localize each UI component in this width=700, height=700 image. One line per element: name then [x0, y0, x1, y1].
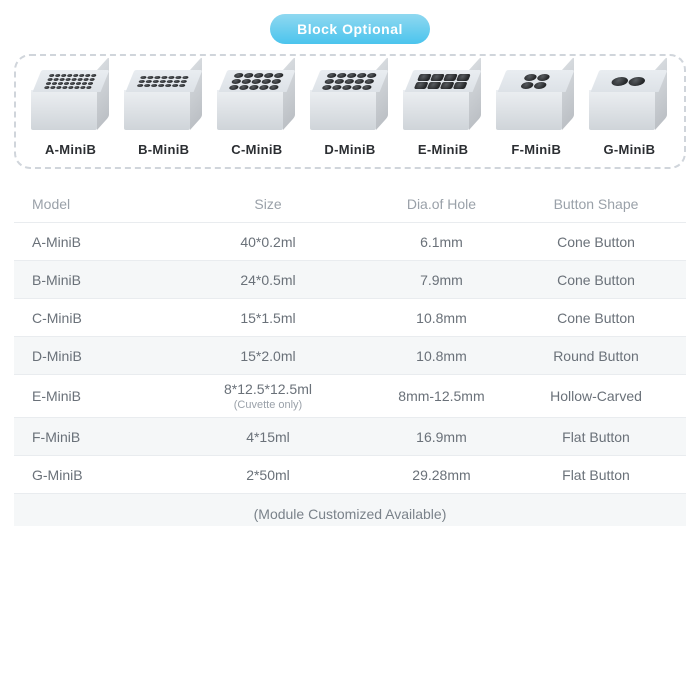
gallery-label: F-MiniB — [511, 142, 561, 157]
cell-model: D-MiniB — [22, 348, 167, 364]
table-row: E-MiniB8*12.5*12.5ml(Cuvette only)8mm-12… — [14, 375, 686, 418]
cell-size: 15*1.5ml — [167, 310, 369, 326]
table-header-row: Model Size Dia.of Hole Button Shape — [14, 185, 686, 223]
col-dia: Dia.of Hole — [369, 196, 514, 212]
table-row: D-MiniB15*2.0ml10.8mmRound Button — [14, 337, 686, 375]
table-row: A-MiniB40*0.2ml6.1mmCone Button — [14, 223, 686, 261]
cell-shape: Flat Button — [514, 467, 678, 483]
cell-model: B-MiniB — [22, 272, 167, 288]
block-illustration — [31, 70, 111, 134]
block-illustration — [403, 70, 483, 134]
gallery-label: C-MiniB — [231, 142, 282, 157]
table-row: B-MiniB24*0.5ml7.9mmCone Button — [14, 261, 686, 299]
cell-shape: Cone Button — [514, 272, 678, 288]
gallery-label: D-MiniB — [324, 142, 375, 157]
cell-dia: 6.1mm — [369, 234, 514, 250]
cell-dia: 29.28mm — [369, 467, 514, 483]
cell-size: 2*50ml — [167, 467, 369, 483]
col-shape: Button Shape — [514, 196, 678, 212]
cell-shape: Cone Button — [514, 310, 678, 326]
cell-model: A-MiniB — [22, 234, 167, 250]
gallery-item: C-MiniB — [212, 70, 301, 157]
cell-size: 4*15ml — [167, 429, 369, 445]
block-gallery: A-MiniB B-MiniB C-MiniB D-MiniB E-MiniB F-Min… — [14, 54, 686, 169]
gallery-item: D-MiniB — [305, 70, 394, 157]
cell-size: 24*0.5ml — [167, 272, 369, 288]
cell-shape: Hollow-Carved — [514, 388, 678, 404]
table-row: C-MiniB15*1.5ml10.8mmCone Button — [14, 299, 686, 337]
cell-shape: Cone Button — [514, 234, 678, 250]
cell-model: E-MiniB — [22, 388, 167, 404]
col-model: Model — [22, 196, 167, 212]
gallery-label: B-MiniB — [138, 142, 189, 157]
gallery-label: G-MiniB — [603, 142, 655, 157]
cell-size: 40*0.2ml — [167, 234, 369, 250]
block-illustration — [589, 70, 669, 134]
cell-dia: 10.8mm — [369, 310, 514, 326]
cell-shape: Round Button — [514, 348, 678, 364]
gallery-label: E-MiniB — [418, 142, 468, 157]
gallery-item: A-MiniB — [26, 70, 115, 157]
cell-model: C-MiniB — [22, 310, 167, 326]
gallery-item: E-MiniB — [399, 70, 488, 157]
table-row: F-MiniB4*15ml16.9mmFlat Button — [14, 418, 686, 456]
cell-model: G-MiniB — [22, 467, 167, 483]
cell-dia: 10.8mm — [369, 348, 514, 364]
table-footer-note: (Module Customized Available) — [14, 494, 686, 526]
spec-table: Model Size Dia.of Hole Button Shape A-Mi… — [14, 185, 686, 526]
section-badge: Block Optional — [270, 14, 430, 44]
cell-dia: 16.9mm — [369, 429, 514, 445]
cell-size: 8*12.5*12.5ml(Cuvette only) — [167, 381, 369, 411]
block-illustration — [217, 70, 297, 134]
cell-dia: 8mm-12.5mm — [369, 388, 514, 404]
block-illustration — [496, 70, 576, 134]
cell-size-note: (Cuvette only) — [167, 399, 369, 411]
cell-dia: 7.9mm — [369, 272, 514, 288]
table-row: G-MiniB2*50ml29.28mmFlat Button — [14, 456, 686, 494]
cell-shape: Flat Button — [514, 429, 678, 445]
gallery-label: A-MiniB — [45, 142, 96, 157]
block-illustration — [310, 70, 390, 134]
cell-size: 15*2.0ml — [167, 348, 369, 364]
gallery-item: G-MiniB — [585, 70, 674, 157]
gallery-item: F-MiniB — [492, 70, 581, 157]
gallery-item: B-MiniB — [119, 70, 208, 157]
block-illustration — [124, 70, 204, 134]
cell-model: F-MiniB — [22, 429, 167, 445]
col-size: Size — [167, 196, 369, 212]
